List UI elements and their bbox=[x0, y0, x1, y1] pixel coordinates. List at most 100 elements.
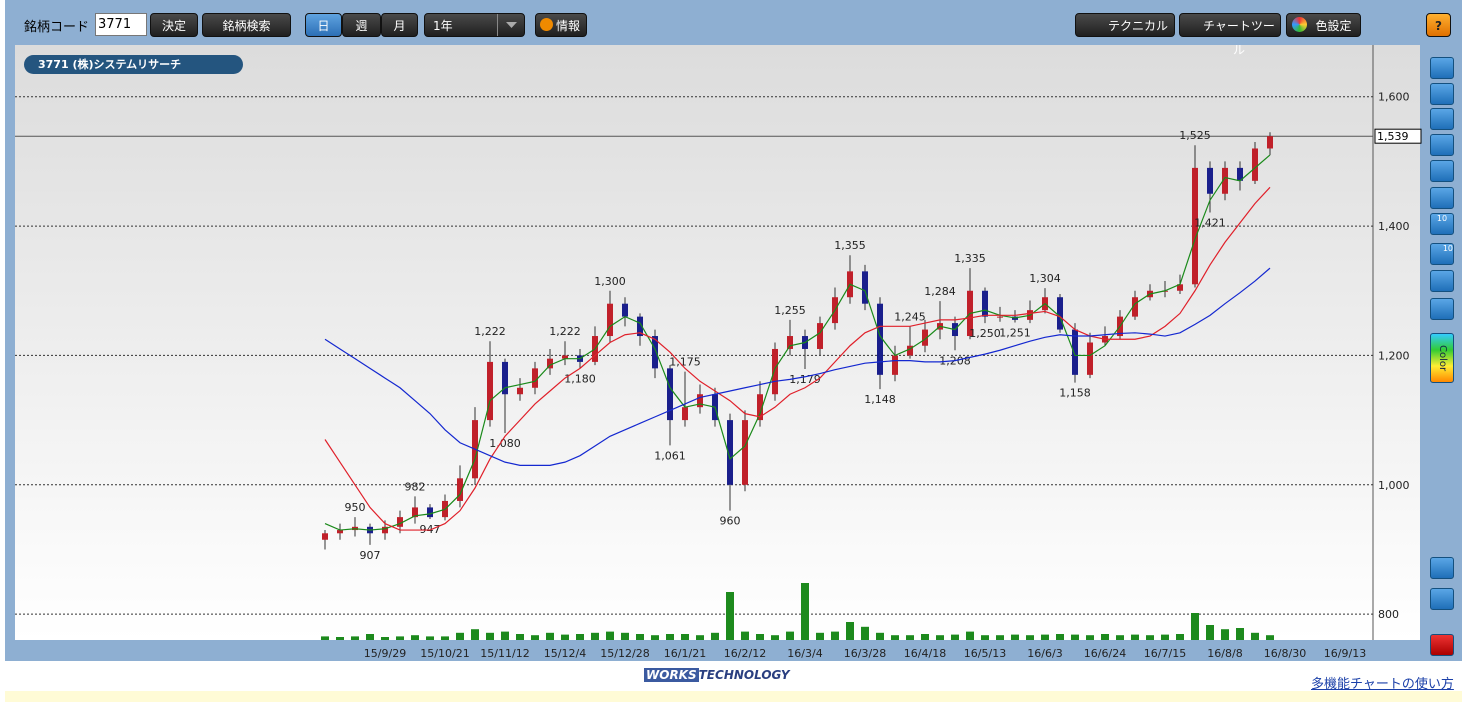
technical-button[interactable]: テクニカル bbox=[1075, 13, 1175, 37]
candle-body bbox=[637, 316, 643, 337]
decide-button[interactable]: 決定 bbox=[150, 13, 198, 37]
volume-bar bbox=[1041, 634, 1049, 640]
zoom-out[interactable] bbox=[1430, 588, 1454, 610]
tool-line[interactable] bbox=[1430, 83, 1454, 105]
palette-icon bbox=[1292, 17, 1307, 32]
candle-body bbox=[817, 323, 823, 349]
tool-vline[interactable] bbox=[1430, 134, 1454, 156]
candle-body bbox=[742, 420, 748, 485]
y-tick-label: 1,000 bbox=[1378, 479, 1410, 492]
candle-body bbox=[922, 329, 928, 346]
moving-average bbox=[324, 186, 1271, 531]
y-tick-label: 1,200 bbox=[1378, 349, 1410, 362]
tool-cursor[interactable] bbox=[1430, 57, 1454, 79]
moving-average bbox=[324, 154, 1271, 531]
tool-hline[interactable] bbox=[1430, 108, 1454, 130]
tool-fibo[interactable] bbox=[1430, 187, 1454, 209]
volume-bar bbox=[1131, 634, 1139, 640]
zoom-in[interactable] bbox=[1430, 557, 1454, 579]
logo: WORKS TECHNOLOGY bbox=[644, 668, 790, 682]
x-tick-label: 16/7/15 bbox=[1144, 647, 1186, 660]
candle-body bbox=[892, 355, 898, 375]
candle-body bbox=[1072, 329, 1078, 375]
volume-bar bbox=[1071, 634, 1079, 640]
chart-tool-button[interactable]: チャートツール bbox=[1179, 13, 1281, 57]
volume-bar bbox=[591, 632, 599, 640]
period-week[interactable]: 週 bbox=[342, 13, 381, 37]
volume-bar bbox=[1191, 613, 1199, 640]
volume-bar bbox=[1116, 635, 1124, 640]
high-label: 982 bbox=[405, 480, 426, 493]
reset-button[interactable] bbox=[1430, 634, 1454, 656]
low-label: 907 bbox=[360, 549, 381, 562]
volume-bar bbox=[936, 635, 944, 640]
help-button[interactable]: ? bbox=[1426, 13, 1451, 37]
low-label: 1,158 bbox=[1059, 387, 1091, 400]
plot-area bbox=[15, 45, 1420, 640]
candle-body bbox=[787, 336, 793, 349]
volume-bar bbox=[756, 634, 764, 640]
volume-bar bbox=[681, 634, 689, 640]
volume-bar bbox=[711, 632, 719, 640]
candle-body bbox=[1222, 167, 1228, 194]
x-tick-label: 16/2/12 bbox=[724, 647, 766, 660]
x-tick-label: 15/12/4 bbox=[544, 647, 586, 660]
code-input[interactable]: 3771 bbox=[95, 13, 147, 36]
low-label: 1,061 bbox=[654, 449, 686, 462]
volume-bar bbox=[831, 631, 839, 640]
high-label: 1,245 bbox=[894, 310, 926, 323]
high-label: 1,284 bbox=[924, 285, 956, 298]
y-tick-label: 800 bbox=[1378, 608, 1399, 621]
last-price-label: 1,539 bbox=[1377, 130, 1409, 143]
volume-bar bbox=[1026, 635, 1034, 640]
candle-body bbox=[337, 530, 343, 534]
low-label: 1,080 bbox=[489, 437, 521, 450]
help-link[interactable]: 多機能チャートの使い方 bbox=[1311, 677, 1454, 692]
high-label: 1,175 bbox=[669, 356, 701, 369]
candle-body bbox=[1252, 148, 1258, 181]
candle-body bbox=[982, 290, 988, 317]
candle-body bbox=[667, 368, 673, 421]
volume-bar bbox=[786, 631, 794, 640]
tool-trash[interactable] bbox=[1430, 298, 1454, 320]
stock-name: 3771 (株)システムリサーチ bbox=[24, 55, 243, 74]
tool-eraser[interactable] bbox=[1430, 270, 1454, 292]
candle-body bbox=[622, 303, 628, 317]
period-day[interactable]: 日 bbox=[305, 13, 342, 37]
volume-bar bbox=[921, 634, 929, 640]
volume-bar bbox=[801, 583, 809, 640]
volume-bar bbox=[546, 632, 554, 640]
candle-body bbox=[1057, 297, 1063, 330]
plot: 800 1,000 1,200 1,400 1,600 1,539 15/9/29 15/10… bbox=[15, 91, 1422, 660]
logo-left: WORKS bbox=[644, 668, 699, 682]
volume-bar bbox=[1146, 635, 1154, 640]
volume-bar bbox=[531, 635, 539, 640]
candle-body bbox=[757, 394, 763, 421]
candle-body bbox=[862, 271, 868, 304]
x-tick-label: 15/10/21 bbox=[420, 647, 469, 660]
candle-body bbox=[532, 368, 538, 388]
tool-badge[interactable]: 10 bbox=[1430, 243, 1454, 265]
volume-bar bbox=[1101, 634, 1109, 640]
volume-bar bbox=[366, 634, 374, 640]
x-tick-label: 15/12/28 bbox=[600, 647, 649, 660]
volume-bar bbox=[396, 636, 404, 640]
period-month[interactable]: 月 bbox=[381, 13, 418, 37]
candle-body bbox=[1132, 297, 1138, 317]
tool-badge[interactable]: 10 bbox=[1430, 213, 1454, 235]
search-button[interactable]: 銘柄検索 bbox=[202, 13, 291, 37]
x-tick-label: 16/9/13 bbox=[1324, 647, 1366, 660]
low-label: 960 bbox=[720, 515, 741, 528]
info-button[interactable]: 情報 bbox=[535, 13, 587, 37]
moving-average bbox=[324, 267, 1271, 466]
volume-bar bbox=[471, 629, 479, 640]
high-label: 1,222 bbox=[474, 325, 506, 338]
range-select[interactable]: 1年 bbox=[424, 13, 525, 37]
high-label: 1,300 bbox=[594, 275, 626, 288]
color-tool[interactable]: Color bbox=[1430, 333, 1454, 383]
x-tick-label: 16/8/8 bbox=[1207, 647, 1242, 660]
volume-bar bbox=[1221, 629, 1229, 640]
code-label: 銘柄コード bbox=[24, 20, 90, 35]
volume-bar bbox=[846, 622, 854, 640]
tool-hand[interactable] bbox=[1430, 160, 1454, 182]
